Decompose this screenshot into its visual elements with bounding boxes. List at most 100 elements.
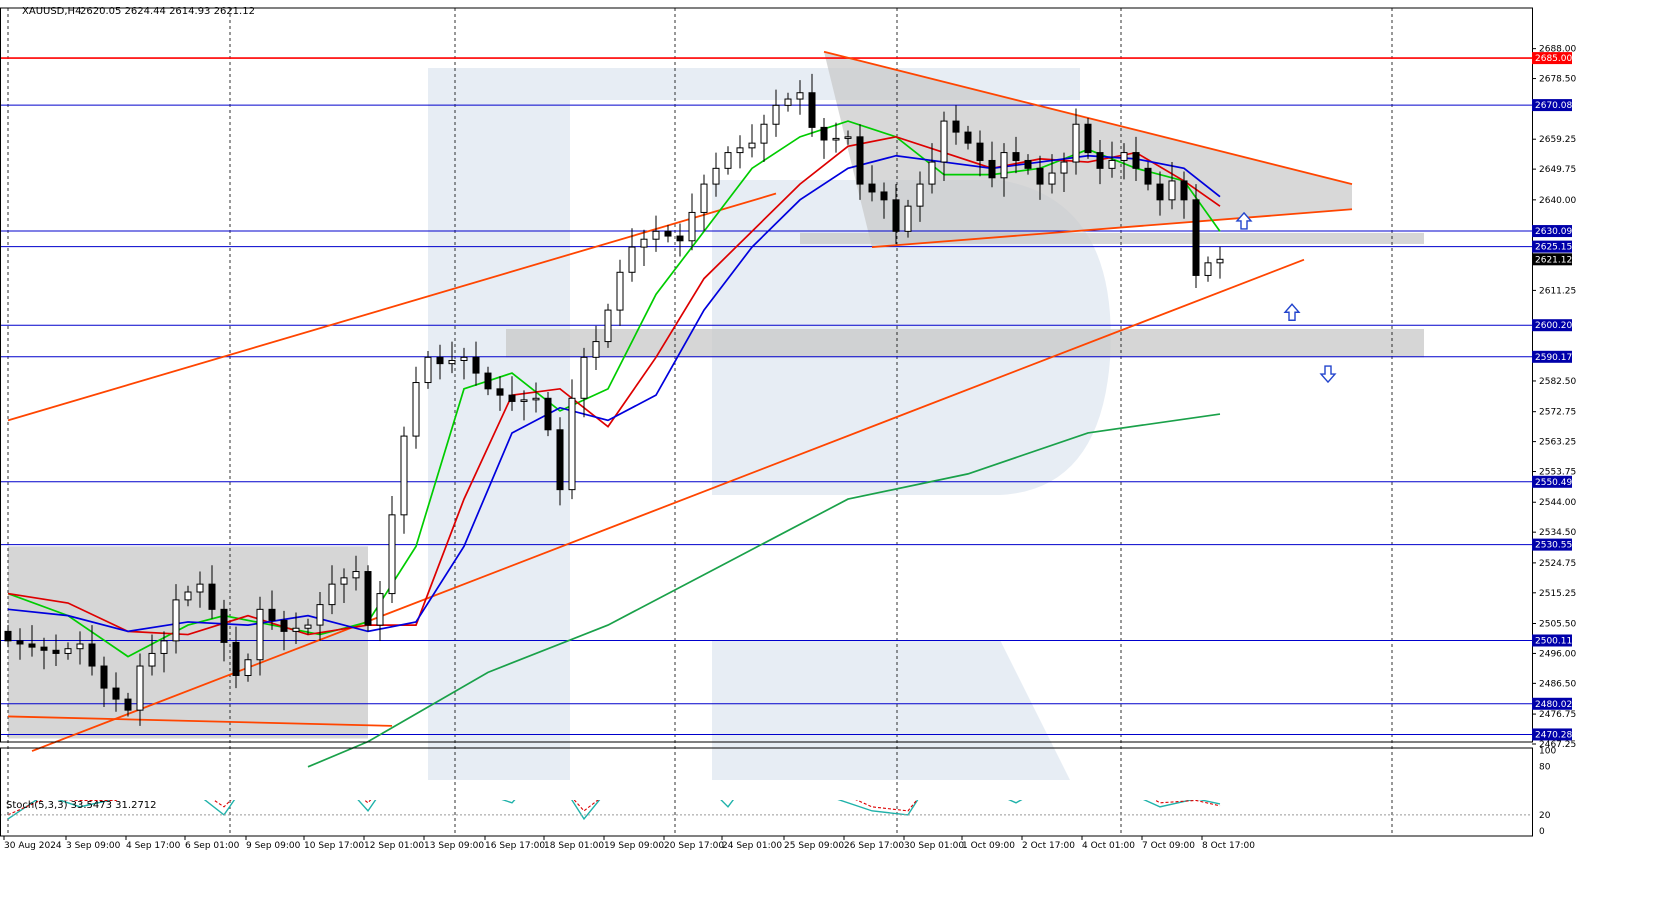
candle-body [844,136,852,139]
candle-body [196,583,204,593]
level-tag [1532,475,1572,488]
level-tag [1532,319,1572,332]
time-tick-label: 10 Sep 17:00 [304,841,364,851]
price-axis: 2688.00 2678.50 2659.25 2649.75 2640.00 2611.… [1532,45,1576,750]
candle-body [700,183,708,213]
candle-body [772,104,780,125]
level-tag [1532,697,1572,710]
candle-body [952,120,960,133]
candle-body [676,235,684,242]
level-tag-label: 2670.08 [1535,101,1572,111]
candle-body [1000,152,1008,179]
stoch-frame [0,747,1533,837]
time-tick-label: 20 Sep 17:00 [664,841,724,851]
time-tick-label: 18 Sep 01:00 [544,841,604,851]
candle-body [112,687,120,700]
stoch-tick-label: 0 [1539,827,1545,837]
candle-body [1144,167,1152,185]
candle-body [820,126,828,141]
candle-body [16,640,24,645]
candle-body [904,205,912,232]
ma_fast-line [7,120,1221,658]
candle-body [736,147,744,154]
candle-body [1192,199,1200,276]
level-tag-label: 2630.09 [1535,227,1572,237]
candle-body [604,309,612,343]
candle-body [868,183,876,193]
current-price-tag [1532,253,1572,266]
price-tick-label: 2515.25 [1539,589,1576,599]
candle-body [328,583,336,606]
candle-body [472,356,480,374]
watermark-shape [712,640,1070,780]
candle-body [1216,258,1224,264]
candle-body [784,98,792,106]
candle-body [748,142,756,149]
candle-body [448,359,456,365]
candle-body [40,646,48,651]
price-tick-label: 2476.75 [1539,710,1576,720]
price-tick-label: 2505.50 [1539,620,1576,630]
level-tag [1532,634,1572,647]
candle-body [376,593,384,626]
candle-body [280,619,288,632]
time-tick-label: 2 Oct 17:00 [1022,841,1075,851]
level-tag [1532,538,1572,551]
price-tick-label: 2534.50 [1539,528,1576,538]
time-tick-label: 1 Oct 09:00 [962,841,1015,851]
candle-body [220,608,228,643]
candle-body [976,142,984,161]
candle-body [796,92,804,100]
price-tick-label: 2572.75 [1539,408,1576,418]
price-tick-label: 2496.00 [1539,649,1576,659]
main-frame [0,7,1533,743]
level-tag-label: 2470.28 [1535,730,1572,740]
time-tick-label: 16 Sep 17:00 [485,841,545,851]
candle-body [940,120,948,163]
stoch-tick-label: 80 [1539,763,1551,773]
candle-body [520,399,528,402]
arrow-down-icon [1319,365,1337,384]
candle-body [172,599,180,642]
candle-body [124,698,132,711]
time-tick-label: 9 Sep 09:00 [246,841,301,851]
price-tick-label: 2640.00 [1539,196,1576,206]
candle-body [292,627,300,632]
time-tick-label: 6 Sep 01:00 [185,841,240,851]
candle-body [556,429,564,491]
candle-body [1108,159,1116,169]
candle-body [1132,152,1140,169]
grid [7,8,1393,836]
horizontal-levels [0,57,1532,735]
level-tag [1532,52,1572,65]
stoch-label: Stoch(5,3,3) 33.5473 31.2712 [6,800,157,811]
candle-body [856,136,864,185]
candle-body [484,372,492,390]
price-tick-label: 2678.50 [1539,75,1576,85]
candle-body [580,356,588,399]
level-tag-label: 2625.15 [1535,243,1572,253]
candle-body [1036,167,1044,185]
candle-body [628,246,636,273]
candle-body [400,435,408,516]
level-tag-label: 2500.11 [1535,636,1572,646]
level-tag [1532,728,1572,741]
price-tick-label: 2544.00 [1539,498,1576,508]
candle-body [652,230,660,240]
candle-body [232,641,240,676]
time-tick-label: 12 Sep 01:00 [364,841,424,851]
candle-body [592,341,600,358]
candle-body [964,131,972,144]
candle-body [1168,180,1176,201]
time-tick-label: 24 Sep 01:00 [722,841,782,851]
stoch_main-line [7,800,1221,821]
level-tag-label: 2550.49 [1535,478,1572,488]
time-tick-label: 30 Aug 2024 [4,841,62,851]
time-tick-label: 4 Oct 01:00 [1082,841,1135,851]
candle-body [532,397,540,401]
candle-body [136,665,144,711]
time-tick-label: 4 Sep 17:00 [126,841,181,851]
price-tick-label: 2486.50 [1539,679,1576,689]
candle-body [148,652,156,667]
